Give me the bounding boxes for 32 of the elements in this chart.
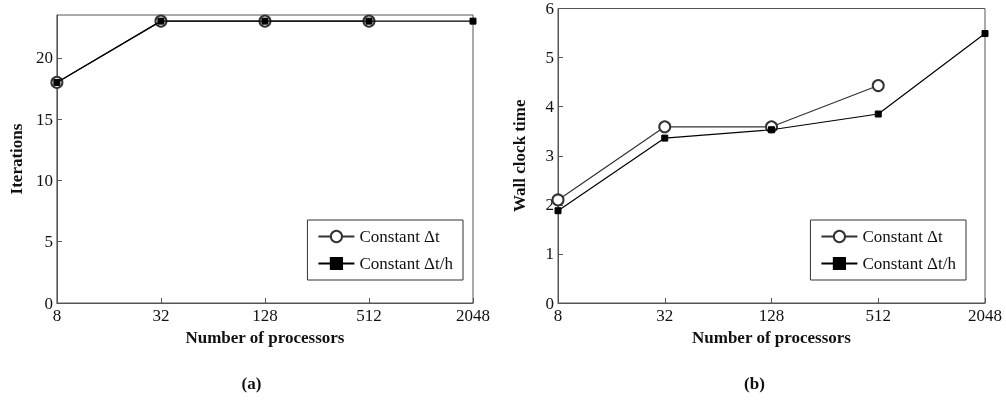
x-axis-title: Number of processors [185,327,345,347]
y-tick-label: 10 [35,170,53,190]
legend-label: Constant Δt [359,227,441,246]
x-axis-title: Number of processors [692,327,852,347]
y-tick-label: 5 [44,232,53,252]
x-tick-label: 128 [758,306,785,325]
x-tick-label: 8 [553,306,563,325]
legend-label: Constant Δt/h [862,254,957,273]
y-tick-label: 20 [35,48,53,68]
x-tick-label: 2048 [456,306,490,325]
y-tick-label: 3 [545,146,554,166]
text: (a) [241,374,262,393]
x-tick-label: 512 [356,306,382,325]
x-tick-label: 512 [865,306,891,325]
y-tick-label: 0 [44,293,53,313]
y-tick-label: 6 [545,0,554,18]
y-tick-label: 1 [545,244,554,264]
y-tick-label: 2 [545,195,554,215]
y-axis-title: Wall clock time [510,99,529,212]
x-tick-label: 8 [52,306,62,325]
legend-label: Constant Δt [862,227,944,246]
text: (b) [744,374,765,393]
x-tick-label: 2048 [968,306,1002,325]
x-tick-label: 128 [252,306,278,325]
legend-label: Constant Δt/h [359,254,454,273]
x-tick-label: 32 [152,306,170,325]
y-axis-title: Iterations [7,123,26,195]
y-tick-label: 5 [545,48,554,68]
y-tick-label: 15 [35,109,53,129]
x-tick-label: 32 [656,306,674,325]
y-tick-label: 0 [545,293,554,313]
y-tick-label: 4 [545,97,555,117]
